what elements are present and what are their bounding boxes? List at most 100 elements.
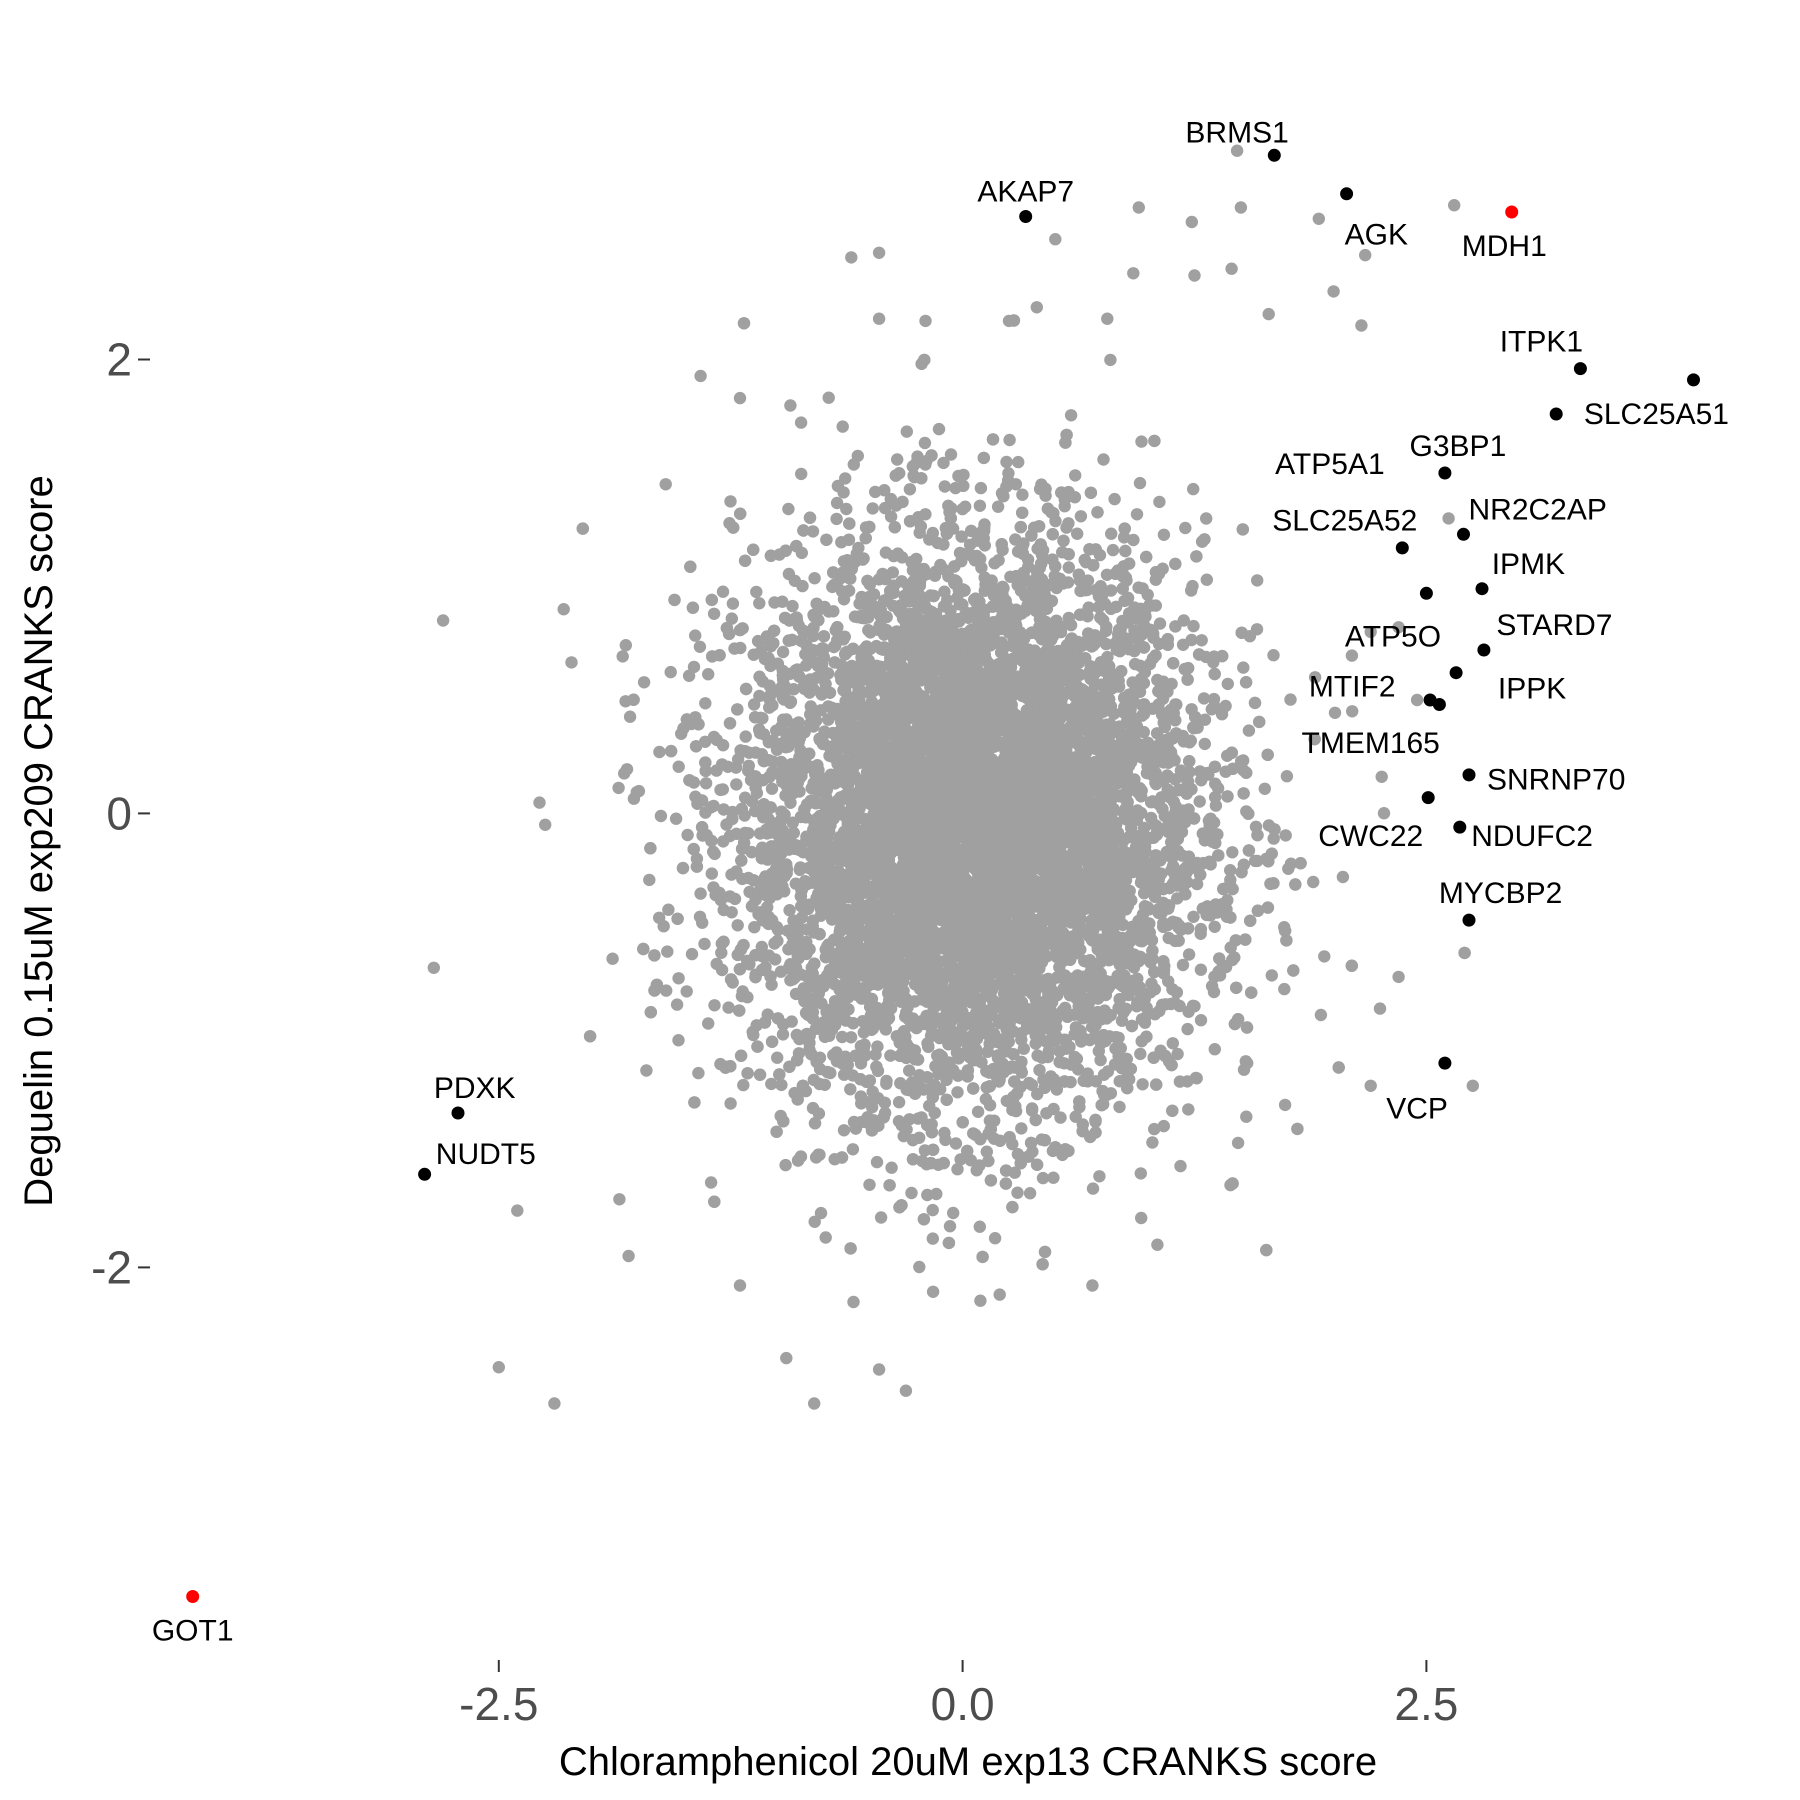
background-point bbox=[1104, 584, 1118, 597]
background-point bbox=[970, 1164, 983, 1177]
background-point bbox=[672, 972, 685, 985]
background-point bbox=[1193, 795, 1206, 808]
background-point bbox=[1226, 846, 1239, 859]
background-point bbox=[1198, 713, 1212, 726]
background-point bbox=[1151, 673, 1164, 687]
background-points-layer bbox=[427, 144, 1480, 1410]
background-point bbox=[1157, 955, 1170, 968]
background-point bbox=[707, 845, 720, 858]
background-point bbox=[623, 710, 637, 723]
background-point bbox=[806, 525, 820, 538]
background-point bbox=[707, 607, 721, 620]
background-point bbox=[771, 1051, 784, 1064]
background-point bbox=[892, 1096, 906, 1109]
background-point bbox=[982, 1154, 995, 1168]
background-point bbox=[775, 1078, 788, 1092]
background-point bbox=[672, 1034, 685, 1047]
background-point bbox=[1062, 561, 1076, 574]
background-point bbox=[1093, 1170, 1106, 1183]
background-point bbox=[808, 572, 821, 585]
background-point bbox=[779, 1158, 792, 1172]
background-point bbox=[964, 1154, 977, 1167]
background-point bbox=[1219, 699, 1232, 713]
background-point bbox=[1282, 862, 1295, 875]
background-point bbox=[1208, 1043, 1222, 1056]
background-point bbox=[1265, 969, 1279, 982]
background-point bbox=[753, 597, 766, 610]
background-point bbox=[1092, 1044, 1106, 1058]
background-point bbox=[1221, 677, 1235, 691]
background-point bbox=[846, 1143, 860, 1156]
background-point bbox=[1168, 934, 1182, 948]
background-point bbox=[1148, 1122, 1161, 1136]
background-point bbox=[1182, 1103, 1195, 1116]
background-point bbox=[1000, 455, 1013, 469]
background-point bbox=[903, 483, 917, 496]
background-point bbox=[867, 588, 881, 601]
background-point bbox=[725, 612, 738, 625]
background-point bbox=[1181, 1022, 1194, 1036]
background-point bbox=[660, 984, 673, 997]
background-point bbox=[1194, 1014, 1208, 1027]
background-point bbox=[918, 436, 932, 450]
background-point bbox=[1134, 1047, 1147, 1061]
background-point bbox=[836, 1030, 849, 1044]
background-point bbox=[926, 1285, 940, 1299]
background-point bbox=[1117, 531, 1131, 544]
background-point bbox=[913, 1260, 926, 1274]
background-point bbox=[866, 502, 879, 515]
background-point bbox=[680, 985, 693, 998]
background-point bbox=[1200, 573, 1214, 586]
background-point bbox=[765, 782, 779, 795]
background-point bbox=[716, 585, 730, 598]
background-point bbox=[662, 903, 675, 916]
background-point bbox=[808, 1215, 821, 1229]
background-point bbox=[669, 812, 683, 825]
background-point bbox=[1047, 1171, 1060, 1184]
background-point bbox=[1171, 1047, 1184, 1061]
background-point bbox=[830, 512, 843, 526]
background-point bbox=[698, 937, 711, 951]
background-point bbox=[1157, 1119, 1171, 1133]
background-point bbox=[782, 502, 795, 516]
background-point bbox=[1279, 829, 1292, 842]
background-point bbox=[973, 499, 987, 512]
background-point bbox=[1109, 1042, 1122, 1055]
background-point bbox=[892, 1115, 906, 1128]
background-point bbox=[748, 921, 761, 934]
background-point bbox=[932, 422, 946, 436]
background-point bbox=[1104, 353, 1117, 367]
background-point bbox=[742, 759, 755, 772]
background-point bbox=[685, 947, 699, 961]
background-point bbox=[1074, 510, 1088, 523]
background-point bbox=[1242, 724, 1256, 737]
background-point bbox=[944, 448, 958, 461]
background-point bbox=[1267, 649, 1280, 662]
background-point bbox=[878, 484, 891, 497]
background-point bbox=[1003, 433, 1016, 447]
background-point bbox=[824, 1066, 837, 1080]
background-point bbox=[1328, 706, 1342, 719]
background-point bbox=[1157, 528, 1171, 541]
background-point bbox=[1278, 1098, 1292, 1112]
background-point bbox=[776, 1028, 790, 1041]
background-point bbox=[819, 1231, 832, 1244]
background-point bbox=[847, 1295, 860, 1309]
background-point bbox=[737, 1078, 750, 1092]
background-point bbox=[840, 502, 853, 516]
background-point bbox=[1152, 567, 1166, 580]
background-point bbox=[1194, 963, 1208, 976]
background-point bbox=[837, 1124, 851, 1137]
background-point bbox=[565, 656, 578, 669]
background-point bbox=[1153, 617, 1167, 630]
background-point bbox=[1011, 1186, 1024, 1199]
background-point bbox=[1023, 1187, 1037, 1200]
background-point bbox=[664, 665, 677, 679]
background-point bbox=[951, 1163, 964, 1176]
background-point bbox=[726, 597, 740, 610]
background-point bbox=[930, 1187, 943, 1201]
background-point bbox=[1002, 467, 1015, 480]
background-point bbox=[1123, 557, 1136, 570]
background-point bbox=[1162, 975, 1175, 988]
